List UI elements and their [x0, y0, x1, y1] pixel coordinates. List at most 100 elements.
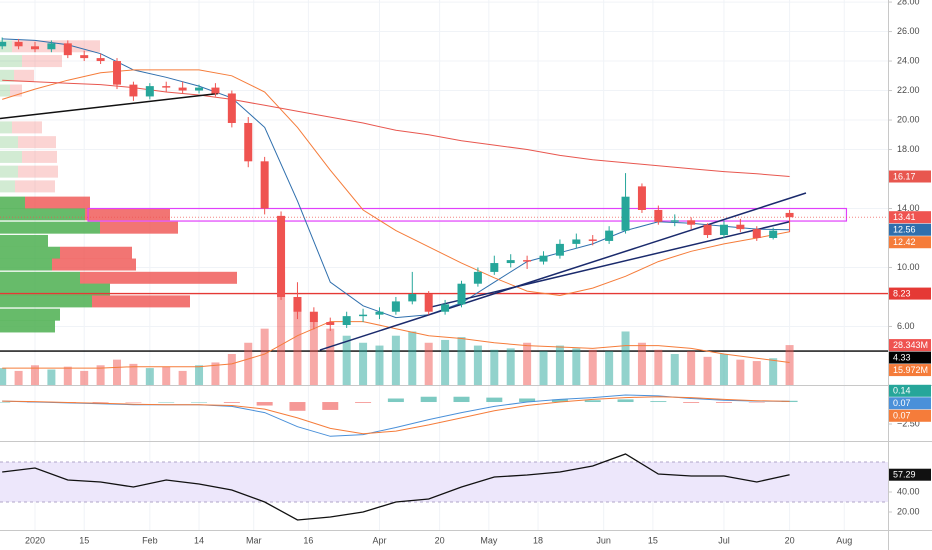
macd-histogram — [519, 398, 536, 403]
profile-up — [0, 69, 14, 82]
volume-bar — [145, 368, 154, 385]
profile-down — [22, 55, 62, 68]
macd-histogram — [223, 402, 240, 403]
volume-bar — [30, 365, 39, 385]
profile-down — [12, 121, 42, 134]
rsi-tick-label: 40.00 — [897, 486, 920, 496]
candle-body — [375, 311, 384, 315]
axis-layer: 2020 15 Feb 14 Mar 16 Apr 20 May 18 Jun 15 Jul 20 Aug 2… — [25, 0, 931, 545]
price-tag-label: 12.56 — [893, 225, 916, 235]
profile-down — [60, 246, 132, 259]
price-tag — [889, 409, 931, 422]
x-tick-label: Apr — [372, 535, 386, 545]
profile-up — [0, 295, 92, 308]
candle-body — [408, 294, 417, 302]
price-tag — [889, 223, 931, 236]
profile-down — [25, 196, 90, 209]
candle-body — [523, 260, 532, 262]
candle-body — [785, 212, 794, 218]
volume-bar — [80, 370, 89, 385]
macd-histogram — [650, 401, 667, 403]
candle-body — [260, 161, 269, 209]
profile-up — [0, 180, 15, 193]
candle-body — [227, 93, 236, 123]
price-tag — [889, 468, 931, 481]
candle-body — [342, 316, 351, 325]
price-tag — [889, 397, 931, 410]
x-tick-label: 15 — [79, 535, 89, 545]
volume-bar — [555, 345, 564, 385]
volume-bar — [277, 272, 286, 385]
candle-body — [293, 296, 302, 312]
volume-bar — [621, 331, 630, 385]
x-tick-label: 14 — [194, 535, 204, 545]
candle-body — [457, 283, 466, 305]
profile-down — [92, 295, 190, 308]
candle-body — [441, 304, 450, 312]
macd-histogram — [617, 399, 634, 403]
candle-body — [63, 43, 72, 56]
candle-body — [473, 271, 482, 284]
volume-bar — [309, 321, 318, 385]
moving-average — [2, 69, 790, 297]
candle-body — [277, 215, 286, 297]
macd-tick-label: −2.50 — [897, 418, 920, 428]
rsi-line — [2, 453, 790, 521]
x-tick-label: Mar — [246, 535, 262, 545]
profile-up — [0, 55, 22, 68]
volume-bar — [769, 358, 778, 385]
profile-up — [0, 283, 110, 296]
volume-bar — [408, 331, 417, 385]
profile-up — [0, 150, 22, 163]
x-tick-label: Jun — [596, 535, 611, 545]
profile-down — [15, 180, 55, 193]
volume-bar — [293, 300, 302, 385]
candle-body — [391, 301, 400, 312]
profile-up — [0, 234, 48, 247]
price-tag — [889, 339, 931, 352]
x-tick-label: May — [480, 535, 498, 545]
price-tag-label: 12.42 — [893, 237, 916, 247]
volume-bar — [572, 348, 581, 385]
volume-bar — [424, 342, 433, 385]
profile-down — [18, 136, 56, 149]
volume-bar — [0, 368, 7, 385]
price-tag-label: 15.972M — [893, 365, 928, 375]
candle-body — [14, 41, 23, 47]
price-tag — [889, 384, 931, 397]
price-tag — [889, 170, 931, 183]
zone-box — [87, 207, 848, 222]
candle-body — [539, 255, 548, 262]
volume-bar — [719, 354, 728, 385]
macd-histogram — [715, 402, 732, 403]
profile-up — [0, 271, 80, 284]
profile-down — [12, 40, 100, 53]
volume-bar — [703, 356, 712, 385]
volume-bar — [473, 345, 482, 385]
volume-bar — [605, 351, 614, 385]
candle-body — [605, 230, 614, 241]
macd-histogram — [486, 397, 503, 403]
volume-bar — [506, 348, 515, 385]
profile-up — [0, 221, 100, 234]
plot-layer — [0, 37, 888, 521]
signal-line — [2, 396, 790, 435]
y-tick-label: 10.00 — [897, 262, 920, 272]
x-tick-label: Aug — [836, 535, 852, 545]
macd-histogram — [387, 398, 404, 403]
x-tick-label: 2020 — [25, 535, 45, 545]
candle-body — [637, 186, 646, 210]
volume-bar — [14, 370, 23, 385]
volume-bar — [539, 351, 548, 385]
x-tick-label: 18 — [533, 535, 543, 545]
volume-bar — [211, 362, 220, 385]
profile-up — [0, 84, 10, 97]
volume-bar — [63, 366, 72, 385]
candle-body — [326, 322, 335, 325]
profile-up — [0, 308, 60, 321]
price-tag-label: 0.14 — [893, 386, 911, 396]
candle-body — [30, 46, 39, 50]
profile-up — [0, 258, 52, 271]
volume-bar — [113, 359, 122, 385]
volume-bar — [227, 354, 236, 385]
